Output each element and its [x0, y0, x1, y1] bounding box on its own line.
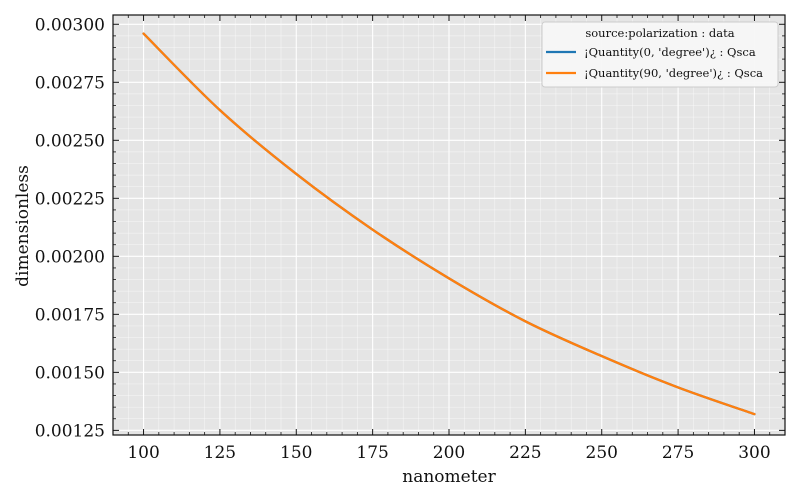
- y-axis-label: dimensionless: [13, 165, 33, 287]
- x-axis-label: nanometer: [402, 467, 496, 487]
- x-tick-label: 100: [127, 443, 159, 463]
- y-tick-label: 0.00125: [35, 421, 105, 441]
- y-tick-label: 0.00300: [35, 15, 105, 35]
- x-tick-label: 150: [280, 443, 312, 463]
- series-layer: [142, 32, 756, 416]
- y-tick-label: 0.00150: [35, 363, 105, 383]
- legend: source:polarization : data ¡Quantity(0, …: [541, 21, 779, 88]
- x-tick-label: 225: [509, 443, 541, 463]
- series-line-2: [142, 32, 756, 416]
- legend-label-series-2: ¡Quantity(90, 'degree')¿ : Qsca: [584, 66, 763, 80]
- x-tick-labels: 100 125 150 175 200 225 250 275 300: [127, 443, 770, 463]
- y-tick-label: 0.00250: [35, 131, 105, 151]
- x-tick-label: 275: [662, 443, 694, 463]
- x-tick-label: 200: [433, 443, 465, 463]
- y-tick-label: 0.00275: [35, 73, 105, 93]
- x-tick-label: 300: [738, 443, 770, 463]
- legend-label-series-1: ¡Quantity(0, 'degree')¿ : Qsca: [584, 45, 756, 59]
- y-tick-label: 0.00200: [35, 247, 105, 267]
- y-tick-label: 0.00225: [35, 189, 105, 209]
- x-tick-label: 125: [204, 443, 236, 463]
- y-tick-labels: 0.00125 0.00150 0.00175 0.00200 0.00225 0.002…: [35, 15, 105, 441]
- legend-title: source:polarization : data: [585, 26, 734, 40]
- minor-grid: [113, 15, 785, 435]
- tick-marks: [113, 15, 785, 435]
- x-tick-label: 175: [356, 443, 388, 463]
- x-tick-label: 250: [586, 443, 618, 463]
- legend-box: [541, 21, 779, 88]
- y-tick-label: 0.00175: [35, 305, 105, 325]
